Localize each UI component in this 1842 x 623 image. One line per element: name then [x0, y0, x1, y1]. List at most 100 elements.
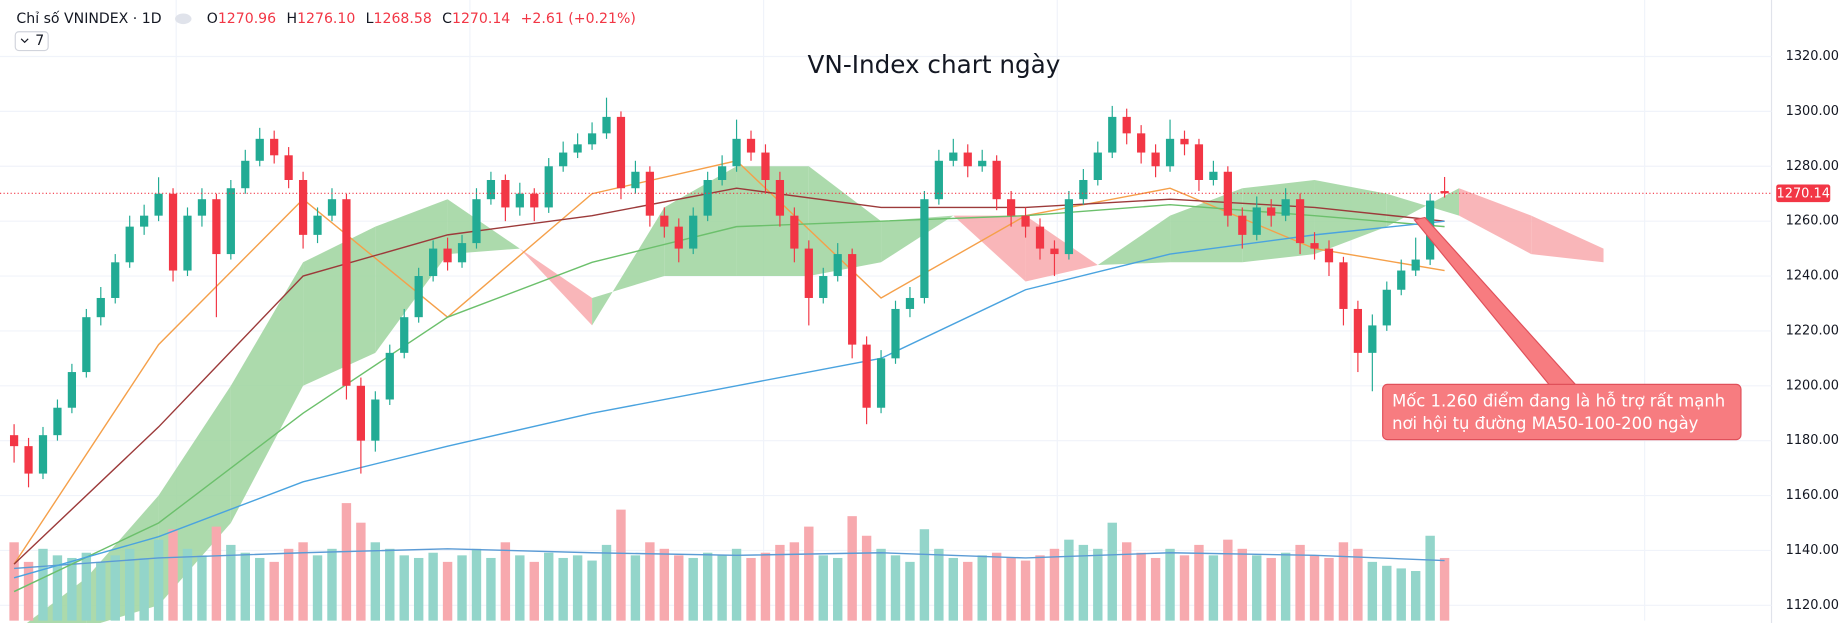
volume-bar	[471, 548, 482, 621]
candle-body	[1353, 308, 1362, 353]
volume-bar	[1295, 544, 1305, 621]
candle-body	[660, 215, 669, 227]
cloud-segment	[1531, 215, 1604, 263]
volume-bar	[919, 529, 930, 621]
y-tick-label: 1220.00	[1786, 323, 1839, 338]
volume-bar	[124, 548, 135, 621]
candle-body	[790, 215, 799, 249]
candle-body	[1064, 199, 1074, 255]
candle-body	[67, 372, 77, 408]
legend-value: 1268.58	[374, 11, 432, 27]
candle-body	[125, 226, 134, 263]
candle-body	[1122, 116, 1131, 134]
indicator-count[interactable]: 7	[35, 33, 44, 49]
candle-body	[515, 193, 524, 208]
volume-bar	[370, 542, 381, 621]
volume-bar	[587, 560, 597, 621]
cloud-segment	[1314, 179, 1387, 255]
volume-bar	[1425, 535, 1435, 621]
volume-bar	[890, 555, 901, 621]
candle-body	[457, 243, 467, 263]
volume-bar	[1439, 557, 1450, 621]
legend-key: H	[286, 11, 297, 27]
y-tick-label: 1180.00	[1786, 433, 1839, 448]
candle-body	[559, 152, 568, 167]
symbol-label: Chỉ số VNINDEX · 1D	[16, 10, 161, 27]
candle-body	[602, 116, 611, 134]
candle-body	[876, 358, 886, 408]
candle-body	[1108, 116, 1117, 153]
chevron-icon	[20, 38, 29, 44]
volume-ma-line	[14, 548, 1445, 570]
volume-bar	[182, 548, 193, 621]
candle-body	[1165, 138, 1175, 167]
volume-bar	[168, 529, 178, 621]
volume-bar	[269, 561, 279, 621]
volume-bar	[211, 526, 222, 621]
volume-bar	[500, 542, 511, 621]
candle-body	[241, 160, 250, 189]
candle-body	[154, 193, 163, 216]
candle-body	[38, 435, 48, 474]
candle-body	[1093, 152, 1102, 180]
candle-body	[746, 138, 756, 153]
volume-bar	[963, 561, 973, 621]
volume-bar	[630, 555, 641, 621]
candle-body	[342, 199, 351, 386]
candle-body	[819, 276, 828, 298]
volume-bar	[1410, 571, 1421, 621]
volume-bar	[312, 555, 323, 621]
candle-body	[891, 308, 900, 359]
ma-line	[13, 187, 1445, 565]
candle-body	[1397, 270, 1406, 290]
cloud-segment	[230, 262, 304, 523]
candle-body	[1295, 199, 1305, 244]
candle-body	[978, 160, 987, 167]
volume-bar	[1280, 552, 1291, 621]
volume-bar	[327, 548, 337, 621]
volume-bar	[1338, 542, 1349, 621]
volume-bar	[760, 552, 771, 621]
volume-bar	[977, 555, 987, 621]
candle-body	[616, 116, 626, 189]
volume-bar	[702, 552, 713, 621]
y-tick-label: 1200.00	[1786, 378, 1839, 393]
candle-body	[96, 297, 105, 318]
candle-body	[400, 317, 409, 353]
volume-bar	[717, 555, 727, 621]
candle-body	[905, 297, 915, 309]
indicator-toggle[interactable]	[14, 31, 49, 52]
volume-bar	[298, 542, 308, 621]
status-icon	[175, 13, 192, 25]
cloud-segment	[881, 215, 954, 263]
candle-body	[775, 179, 785, 216]
candle-body	[356, 385, 365, 441]
volume-bar	[544, 552, 554, 621]
volume-bar	[399, 555, 409, 621]
y-tick-label: 1300.00	[1786, 104, 1839, 119]
candle-body	[1411, 259, 1420, 271]
candle-body	[992, 160, 1001, 200]
volume-bar	[1064, 539, 1074, 621]
candle-body	[443, 248, 452, 263]
volume-bar	[558, 557, 568, 621]
volume-bar	[861, 535, 872, 621]
candle-body	[1339, 262, 1348, 309]
volume-bar	[659, 548, 670, 621]
volume-bar	[23, 561, 34, 621]
volume-bar	[1107, 522, 1117, 621]
volume-bar	[457, 555, 467, 621]
candle-body	[1223, 171, 1232, 216]
volume-bar	[255, 557, 265, 621]
candle-body	[486, 179, 496, 200]
annotation-text: Mốc 1.260 điểm đang là hỗ trợ rất mạnh	[1392, 392, 1725, 411]
ohlc-legend: O1270.96 H1276.10 L1268.58 C1270.14 +2.6…	[207, 11, 636, 27]
volume-bar	[226, 544, 236, 621]
candle-body	[1238, 215, 1247, 235]
volume-bar	[1252, 555, 1262, 621]
volume-bar	[1367, 561, 1378, 621]
ma-line	[13, 220, 1445, 579]
volume-bar	[38, 548, 48, 621]
volume-bar	[9, 542, 19, 621]
volume-bar	[1208, 555, 1219, 621]
